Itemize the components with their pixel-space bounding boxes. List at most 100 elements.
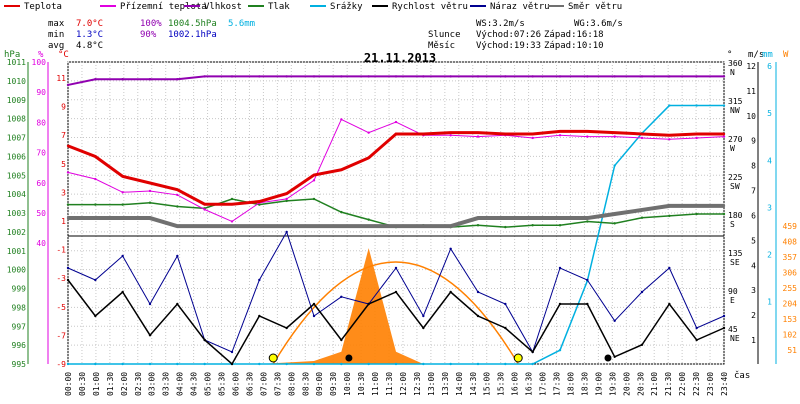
series-humidity-point: [586, 75, 589, 78]
series-wind-direction-point: [340, 224, 343, 228]
moonrise-marker: [604, 354, 612, 362]
x-tick-label: 10:00: [343, 372, 352, 396]
series-humidity-point: [531, 75, 534, 78]
series-pressure-point: [340, 210, 343, 214]
x-tick-label: 00:30: [78, 372, 87, 396]
series-humidity-point: [613, 75, 616, 78]
ms-tick-label: 2: [751, 311, 756, 320]
series-wind-direction-point: [394, 224, 398, 228]
stats-max-hum: 100%: [140, 19, 162, 29]
ms-tick-label: 1: [751, 336, 756, 345]
series-temperature-point: [476, 131, 480, 134]
pct-tick-label: 60: [36, 179, 46, 188]
series-temperature-point: [394, 132, 398, 136]
series-humidity-point: [312, 75, 316, 78]
series-rain-point: [394, 362, 398, 366]
x-tick-label: 23:00: [706, 372, 715, 396]
series-wind-gust-point: [422, 314, 425, 318]
x-tick-label: 04:00: [176, 372, 185, 396]
x-tick-label: 16:00: [511, 372, 520, 396]
series-wind-gust-point: [695, 326, 698, 330]
series-ground-temp-point: [121, 191, 124, 194]
hpa-tick-label: 1001: [7, 247, 26, 256]
series-wind-direction-point: [258, 224, 261, 228]
degc-tick-label: 9: [61, 103, 66, 112]
axes: hPa % °C ° m/s mm W čas 00:00 00:30 01:00 0…: [4, 50, 797, 396]
series-rain-point: [176, 362, 179, 366]
mm-tick-label: 4: [767, 156, 772, 165]
chart-date-title: 21.11.2013: [364, 51, 436, 65]
series-temperature-point: [722, 132, 726, 136]
stats-avg-label: avg: [48, 41, 64, 51]
x-tick-label: 05:30: [218, 372, 227, 396]
series-wind-speed-point: [258, 314, 261, 318]
degc-tick-label: 7: [61, 131, 66, 140]
series-wind-speed-point: [668, 302, 671, 306]
series-ground-temp-point: [722, 135, 726, 138]
deg-direction-label: E: [730, 296, 735, 305]
series-wind-gust-point: [504, 302, 507, 306]
series-wind-gust-point: [449, 247, 452, 250]
series-humidity-point: [640, 75, 644, 78]
series-pressure-point: [640, 216, 644, 219]
series-wind-direction-point: [640, 208, 644, 212]
series-pressure-point: [722, 212, 726, 216]
series-humidity-point: [394, 75, 398, 78]
stats-max-press: 1004.5hPa: [168, 19, 217, 29]
x-tick-label: 06:30: [245, 372, 254, 396]
stats-min-press: 1002.1hPa: [168, 30, 217, 40]
series-temperature-point: [558, 130, 562, 133]
series-humidity-point: [367, 75, 370, 78]
series-rain-point: [285, 362, 288, 366]
wm-tick-label: 204: [783, 300, 798, 309]
series-humidity-point: [504, 75, 507, 78]
pct-unit-label: %: [38, 50, 44, 60]
x-tick-label: 08:30: [301, 372, 310, 396]
mm-tick-label: 6: [767, 62, 772, 71]
series-temperature-point: [340, 168, 343, 171]
ms-tick-label: 12: [746, 62, 756, 71]
series-wind-direction-point: [558, 216, 562, 220]
deg-tick-label: 270: [728, 135, 743, 144]
wind-gust-info: WG:3.6m/s: [574, 19, 623, 29]
series-ground-temp-point: [640, 136, 644, 140]
x-tick-label: 17:00: [539, 372, 548, 396]
series-temperature-point: [94, 155, 97, 158]
series-temperature-point: [668, 134, 671, 137]
x-tick-label: 19:30: [608, 372, 617, 396]
legend-item-label: Vlhkost: [204, 2, 242, 12]
sun-label: Slunce: [428, 30, 461, 40]
series-temperature-point: [285, 192, 288, 195]
stats-min-temp: 1.3°C: [76, 30, 103, 40]
series-pressure-point: [531, 224, 534, 227]
series-wind-speed-point: [148, 334, 152, 337]
x-tick-label: 02:00: [120, 372, 129, 396]
series-humidity-point: [148, 78, 152, 81]
series-ground-temp-point: [449, 134, 452, 137]
sunset-marker: [513, 353, 523, 363]
series-wind-gust-point: [312, 314, 316, 318]
series-rain-point: [340, 362, 343, 366]
series-pressure-point: [613, 222, 616, 225]
hpa-tick-label: 998: [12, 303, 27, 312]
series-wind-direction-point: [476, 216, 480, 220]
stats-max-rain: 5.6mm: [228, 19, 255, 29]
moonset-marker: [345, 354, 353, 362]
series-rain-point: [722, 104, 726, 107]
series-pressure-point: [176, 205, 179, 208]
moonrise-time: Východ:19:33: [476, 41, 541, 51]
ms-tick-label: 7: [751, 187, 756, 196]
stats-max-label: max: [48, 19, 65, 29]
x-tick-label: 23:40: [720, 372, 729, 396]
hpa-tick-label: 1007: [7, 134, 26, 143]
series-wind-direction-point: [613, 212, 616, 216]
series-wind-direction-point: [722, 204, 726, 208]
legend-item-label: Srážky: [330, 2, 363, 12]
series-humidity-point: [230, 75, 234, 78]
legend-item-label: Teplota: [24, 2, 62, 12]
x-tick-label: 16:30: [525, 372, 534, 396]
